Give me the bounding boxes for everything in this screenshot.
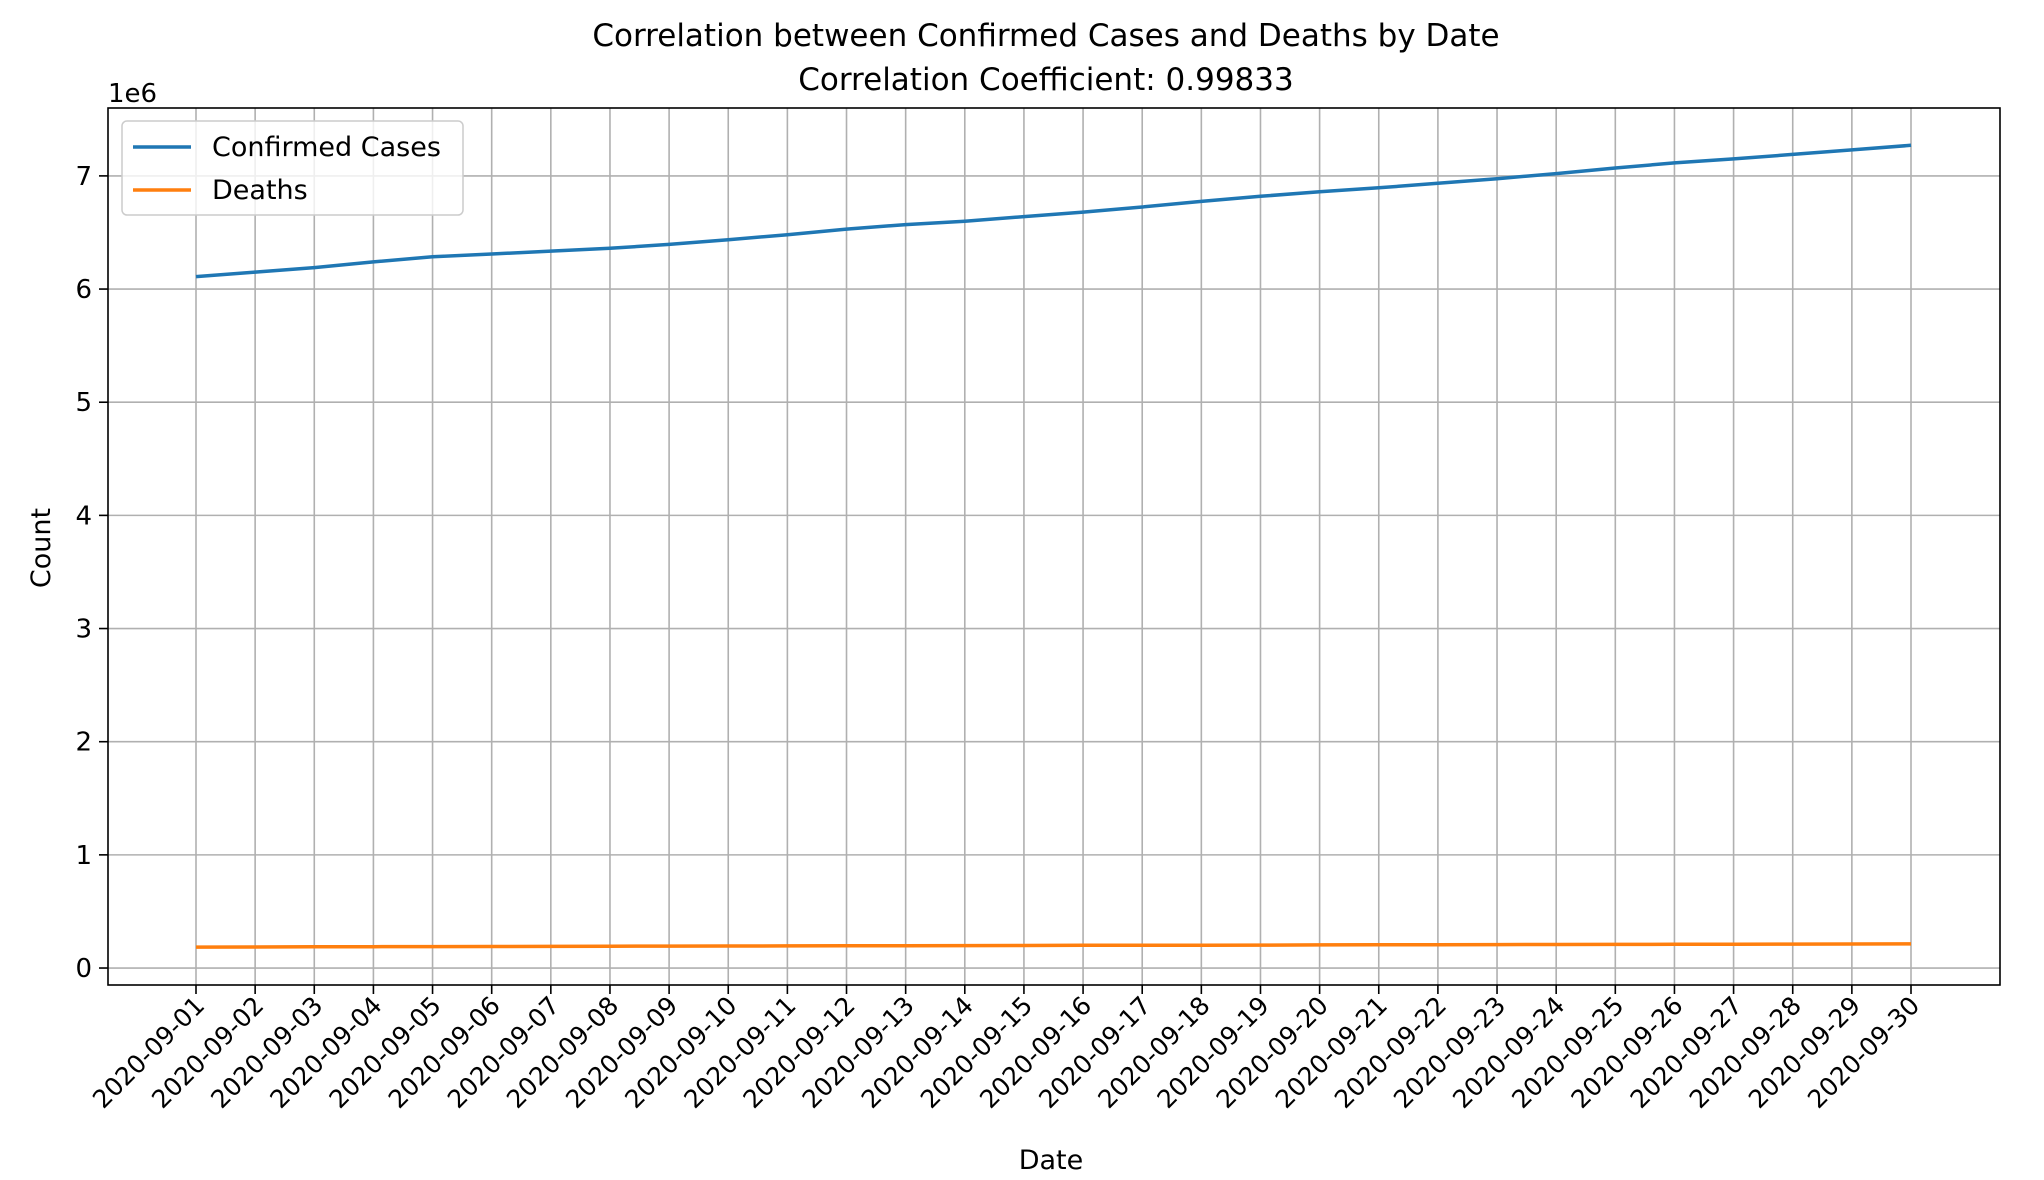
series-line-confirmed-cases <box>195 143 1912 279</box>
y-tick-label: 0 <box>75 954 92 984</box>
y-axis-offset-label: 1e6 <box>108 79 157 109</box>
chart-title: Correlation between Confirmed Cases and … <box>592 18 1499 54</box>
legend-label-deaths: Deaths <box>212 175 308 206</box>
x-axis-label: Date <box>1019 1145 1084 1176</box>
y-axis-label: Count <box>26 508 57 588</box>
y-tick-label: 3 <box>75 615 92 645</box>
chart-subtitle: Correlation Coefficient: 0.99833 <box>798 62 1293 98</box>
y-tick-label: 5 <box>75 388 92 418</box>
y-tick-label: 6 <box>75 275 92 305</box>
legend-label-confirmed-cases: Confirmed Cases <box>212 132 441 163</box>
plot-area-frame <box>107 107 2001 986</box>
y-tick-label: 4 <box>75 501 92 531</box>
series-line-deaths <box>195 942 1912 949</box>
legend-box <box>121 120 464 216</box>
y-axis-ticks: 0 1 2 3 4 5 6 7 <box>75 162 108 984</box>
legend: Confirmed Cases Deaths <box>121 120 464 216</box>
y-tick-label: 1 <box>75 841 92 871</box>
y-tick-label: 2 <box>75 728 92 758</box>
series-lines <box>195 143 1912 949</box>
y-tick-label: 7 <box>75 162 92 192</box>
